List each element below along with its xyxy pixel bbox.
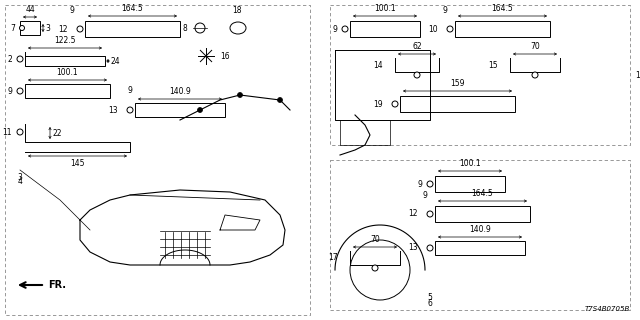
Circle shape: [342, 26, 348, 32]
Text: 9: 9: [332, 25, 337, 34]
Text: 14: 14: [373, 60, 383, 69]
Circle shape: [17, 56, 23, 62]
Bar: [435, 176, 505, 192]
Text: 11: 11: [3, 127, 12, 137]
Text: 12: 12: [408, 210, 418, 219]
Text: 9: 9: [70, 6, 74, 15]
Text: 9: 9: [127, 86, 132, 95]
Circle shape: [372, 265, 378, 271]
Text: 140.9: 140.9: [469, 225, 491, 234]
Text: T7S4B0705B: T7S4B0705B: [585, 306, 630, 312]
Text: 19: 19: [373, 100, 383, 108]
Circle shape: [17, 88, 23, 94]
Bar: [350, 21, 420, 37]
Bar: [400, 96, 515, 112]
Text: 18: 18: [232, 6, 241, 15]
Text: 4: 4: [17, 177, 22, 186]
Text: 1: 1: [635, 70, 640, 79]
Text: 140.9: 140.9: [169, 87, 191, 96]
Text: 9: 9: [7, 86, 12, 95]
Text: 17: 17: [328, 253, 338, 262]
Ellipse shape: [230, 22, 246, 34]
Text: 100.1: 100.1: [374, 4, 396, 13]
Text: 70: 70: [370, 235, 380, 244]
Text: 3: 3: [17, 173, 22, 182]
Circle shape: [532, 72, 538, 78]
Text: 22: 22: [52, 129, 61, 138]
Text: 44: 44: [25, 5, 35, 14]
Text: 100.1: 100.1: [57, 68, 78, 77]
Circle shape: [17, 129, 23, 135]
Text: 159: 159: [451, 79, 465, 88]
Bar: [435, 241, 525, 255]
Circle shape: [427, 181, 433, 187]
Text: 12: 12: [58, 25, 68, 34]
Circle shape: [77, 26, 83, 32]
Text: 164.5: 164.5: [472, 189, 493, 198]
Text: 100.1: 100.1: [459, 159, 481, 168]
Text: 145: 145: [70, 159, 84, 168]
Text: 164.5: 164.5: [122, 4, 143, 13]
Bar: [435, 206, 530, 222]
Text: 9: 9: [417, 180, 422, 188]
Bar: [455, 21, 550, 37]
Text: 122.5: 122.5: [54, 36, 76, 45]
Circle shape: [427, 245, 433, 251]
Bar: [20, 21, 40, 35]
Circle shape: [447, 26, 453, 32]
Circle shape: [127, 107, 133, 113]
Text: 13: 13: [408, 244, 418, 252]
Text: 15: 15: [488, 60, 498, 69]
Text: 70: 70: [530, 42, 540, 51]
Text: 6: 6: [428, 300, 433, 308]
Text: 16: 16: [220, 52, 230, 60]
Bar: [85, 21, 180, 37]
Circle shape: [427, 211, 433, 217]
Circle shape: [392, 101, 398, 107]
Text: 2: 2: [7, 54, 12, 63]
Circle shape: [19, 26, 24, 30]
Text: 10: 10: [428, 25, 438, 34]
Text: 7: 7: [10, 23, 15, 33]
Text: 24: 24: [110, 57, 120, 66]
Text: 8: 8: [182, 23, 187, 33]
Bar: [135, 103, 225, 117]
Circle shape: [237, 92, 243, 98]
Text: 62: 62: [412, 42, 422, 51]
Text: 3: 3: [45, 23, 50, 33]
Text: 13: 13: [108, 106, 118, 115]
Circle shape: [198, 108, 202, 113]
Circle shape: [350, 240, 410, 300]
Text: 5: 5: [428, 293, 433, 302]
Bar: [25, 84, 110, 98]
Circle shape: [195, 23, 205, 33]
Text: FR.: FR.: [48, 280, 66, 290]
Text: 164.5: 164.5: [492, 4, 513, 13]
Text: 9: 9: [422, 191, 428, 200]
Circle shape: [414, 72, 420, 78]
Text: 9: 9: [443, 6, 447, 15]
Circle shape: [278, 98, 282, 102]
